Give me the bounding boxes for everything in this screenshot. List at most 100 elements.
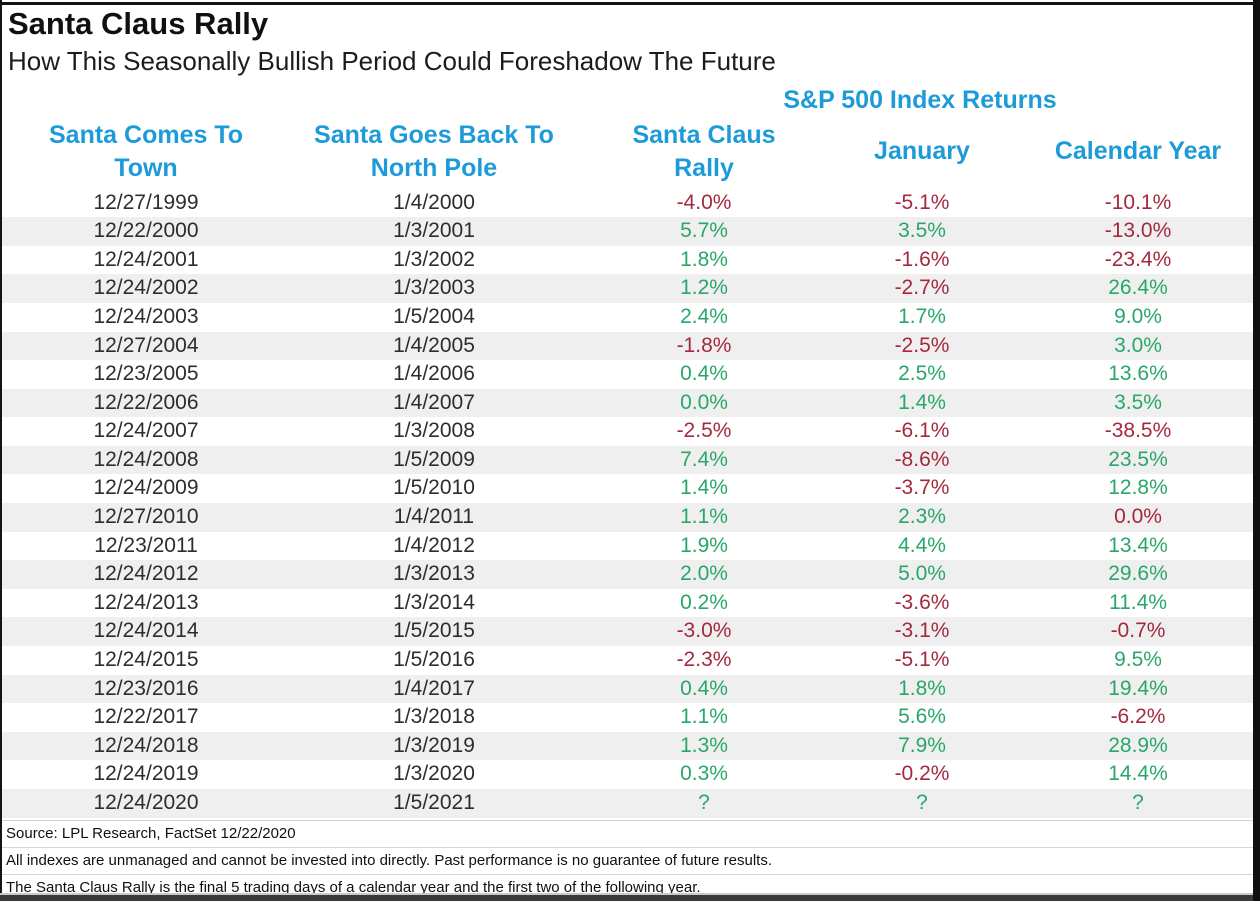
cell-santa-claus-rally: -4.0% (676, 190, 732, 214)
cell-santa-claus-rally: 2.0% (680, 562, 728, 586)
cell-calendar-year: -38.5% (1104, 419, 1172, 443)
cell-january: -5.1% (894, 648, 950, 672)
cell-calendar-year: 28.9% (1108, 733, 1168, 757)
cell-santa-goes-back-to-north-pole: 1/4/2012 (393, 533, 475, 557)
column-header-row: Santa Comes To Town Santa Goes Back To N… (2, 115, 1253, 189)
cell-calendar-year: 23.5% (1108, 447, 1168, 471)
cell-january: ? (916, 791, 928, 814)
cell-santa-goes-back-to-north-pole: 1/4/2005 (393, 333, 475, 357)
cell-santa-comes-to-town: 12/27/1999 (93, 190, 199, 214)
top-border (0, 2, 1253, 5)
table-row: 12/24/2003 1/5/2004 2.4% 1.7% 9.0% (2, 303, 1253, 332)
cell-santa-claus-rally: 1.8% (680, 247, 728, 271)
cell-santa-comes-to-town: 12/24/2003 (93, 304, 199, 328)
cell-santa-goes-back-to-north-pole: 1/4/2007 (393, 390, 475, 414)
table-row: 12/24/2018 1/3/2019 1.3% 7.9% 28.9% (2, 731, 1253, 761)
cell-santa-comes-to-town: 12/24/2008 (93, 447, 199, 471)
cell-santa-claus-rally: 1.1% (680, 505, 728, 529)
page-subtitle: How This Seasonally Bullish Period Could… (8, 45, 776, 76)
footer-source: Source: LPL Research, FactSet 12/22/2020 (2, 819, 1253, 847)
cell-santa-comes-to-town: 12/24/2019 (93, 762, 199, 786)
cell-calendar-year: 19.4% (1108, 676, 1168, 700)
bottom-bar (0, 893, 1260, 901)
group-header: S&P 500 Index Returns (783, 85, 1057, 114)
cell-santa-claus-rally: 1.9% (680, 533, 728, 557)
cell-santa-claus-rally: 0.2% (680, 590, 728, 614)
cell-santa-comes-to-town: 12/24/2012 (93, 562, 199, 586)
cell-santa-comes-to-town: 12/24/2020 (93, 791, 199, 814)
cell-january: 1.4% (898, 390, 946, 414)
cell-santa-claus-rally: 7.4% (680, 447, 728, 471)
cell-santa-goes-back-to-north-pole: 1/5/2021 (393, 791, 475, 814)
column-header-january: January (874, 137, 970, 166)
cell-santa-claus-rally: 1.1% (680, 705, 728, 729)
group-header-row: S&P 500 Index Returns (2, 86, 1253, 115)
cell-january: -8.6% (894, 447, 950, 471)
cell-calendar-year: -6.2% (1110, 705, 1166, 729)
table-row: 12/24/2014 1/5/2015 -3.0% -3.1% -0.7% (2, 617, 1253, 647)
cell-santa-claus-rally: ? (698, 791, 710, 814)
table-row: 12/24/2015 1/5/2016 -2.3% -5.1% 9.5% (2, 646, 1253, 675)
content-area: Santa Claus Rally How This Seasonally Bu… (2, 5, 1253, 901)
cell-santa-comes-to-town: 12/22/2017 (93, 705, 199, 729)
table-row: 12/24/2020 1/5/2021??? (2, 789, 1253, 818)
cell-santa-goes-back-to-north-pole: 1/3/2014 (393, 590, 475, 614)
cell-santa-goes-back-to-north-pole: 1/5/2016 (393, 648, 475, 672)
cell-santa-comes-to-town: 12/24/2015 (93, 648, 199, 672)
cell-santa-comes-to-town: 12/24/2009 (93, 476, 199, 500)
cell-santa-goes-back-to-north-pole: 1/4/2017 (393, 676, 475, 700)
table-row: 12/24/2002 1/3/2003 1.2% -2.7% 26.4% (2, 274, 1253, 303)
cell-january: 1.7% (898, 304, 946, 328)
cell-january: -2.5% (894, 333, 950, 357)
page-title: Santa Claus Rally (8, 6, 269, 41)
cell-calendar-year: ? (1132, 791, 1144, 814)
cell-santa-comes-to-town: 12/24/2002 (93, 276, 199, 300)
table-row: 12/27/2010 1/4/2011 1.1% 2.3% 0.0% (2, 503, 1253, 532)
cell-santa-goes-back-to-north-pole: 1/3/2002 (393, 247, 475, 271)
cell-santa-claus-rally: 1.2% (680, 276, 728, 300)
cell-santa-goes-back-to-north-pole: 1/5/2009 (393, 447, 475, 471)
table-row: 12/24/2009 1/5/2010 1.4% -3.7% 12.8% (2, 474, 1253, 503)
cell-calendar-year: 11.4% (1109, 590, 1167, 614)
cell-santa-comes-to-town: 12/23/2016 (93, 676, 199, 700)
cell-santa-goes-back-to-north-pole: 1/4/2000 (393, 190, 475, 214)
cell-calendar-year: -13.0% (1104, 219, 1172, 243)
cell-santa-comes-to-town: 12/24/2014 (93, 619, 199, 643)
cell-santa-goes-back-to-north-pole: 1/3/2019 (393, 733, 475, 757)
cell-santa-goes-back-to-north-pole: 1/5/2010 (393, 476, 475, 500)
table-row: 12/24/2013 1/3/2014 0.2% -3.6% 11.4% (2, 589, 1253, 618)
cell-santa-goes-back-to-north-pole: 1/3/2003 (393, 276, 475, 300)
cell-calendar-year: -23.4% (1104, 247, 1172, 271)
table-row: 12/24/2012 1/3/2013 2.0% 5.0% 29.6% (2, 560, 1253, 589)
table-body: 12/27/1999 1/4/2000 -4.0% -5.1% -10.1% 12/22/… (2, 189, 1253, 818)
table-row: 12/23/2005 1/4/2006 0.4% 2.5% 13.6% (2, 360, 1253, 389)
cell-calendar-year: 29.6% (1108, 562, 1168, 586)
cell-santa-goes-back-to-north-pole: 1/3/2018 (393, 705, 475, 729)
cell-january: -5.1% (894, 190, 950, 214)
table-row: 12/22/2000 1/3/2001 5.7% 3.5% -13.0% (2, 217, 1253, 246)
cell-calendar-year: 3.0% (1114, 333, 1162, 357)
cell-santa-goes-back-to-north-pole: 1/3/2020 (393, 762, 475, 786)
cell-santa-goes-back-to-north-pole: 1/3/2008 (393, 419, 475, 443)
footer: Source: LPL Research, FactSet 12/22/2020… (2, 819, 1253, 901)
cell-january: -1.6% (894, 247, 950, 271)
table-row: 12/24/2019 1/3/2020 0.3% -0.2% 14.4% (2, 760, 1253, 789)
cell-santa-comes-to-town: 12/23/2005 (93, 362, 199, 386)
cell-santa-claus-rally: -3.0% (676, 619, 732, 643)
cell-santa-claus-rally: 0.4% (680, 676, 728, 700)
table-row: 12/24/2001 1/3/2002 1.8% -1.6% -23.4% (2, 246, 1253, 275)
cell-january: 1.8% (898, 676, 946, 700)
cell-santa-comes-to-town: 12/24/2013 (93, 590, 199, 614)
cell-calendar-year: 14.4% (1108, 762, 1168, 786)
cell-january: 7.9% (898, 733, 946, 757)
cell-calendar-year: 26.4% (1108, 276, 1168, 300)
cell-january: 5.0% (898, 562, 946, 586)
cell-santa-goes-back-to-north-pole: 1/3/2013 (393, 562, 475, 586)
cell-santa-comes-to-town: 12/24/2018 (93, 733, 199, 757)
cell-santa-claus-rally: -1.8% (676, 333, 732, 357)
table-row: 12/22/2017 1/3/2018 1.1% 5.6% -6.2% (2, 703, 1253, 732)
cell-january: -0.2% (894, 762, 950, 786)
column-header-calendar-year: Calendar Year (1054, 137, 1222, 166)
cell-calendar-year: 9.0% (1114, 304, 1162, 328)
